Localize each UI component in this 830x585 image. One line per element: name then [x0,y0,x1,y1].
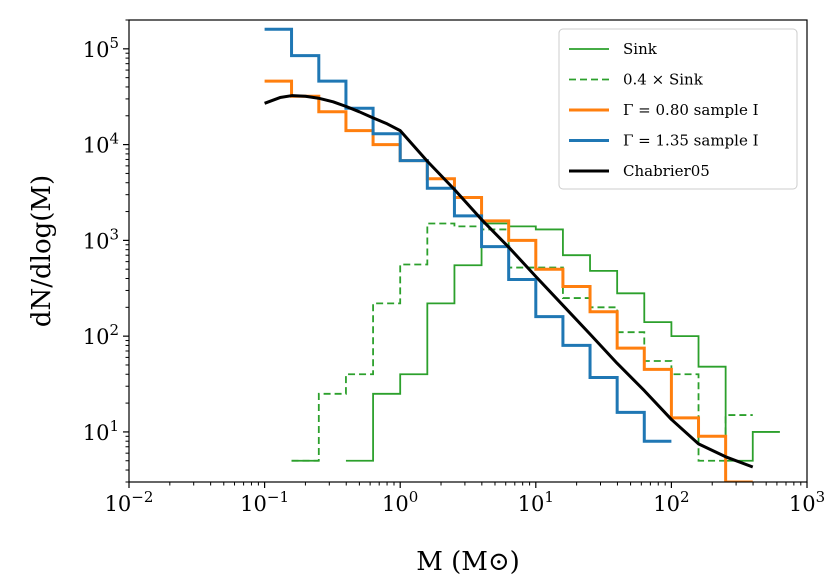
series-3-1-35-sample-i-line [264,27,672,443]
legend-box [558,28,798,190]
series-1-0-4-sink [291,222,753,462]
x-tick-label: 10−1 [240,488,289,516]
y-axis-label: dN/dlog(M) [27,175,57,327]
series-4-chabrier05-line [264,94,754,469]
plot-frame [128,19,808,483]
axis-labels: M (M⊙) dN/dlog(M) [27,175,520,577]
x-tick-label: 101 [518,488,554,516]
legend-label: Γ = 1.35 sample I [623,132,759,150]
series-4-chabrier05 [264,94,754,469]
series-layer [264,27,780,482]
x-tick-label: 102 [653,488,689,516]
series-1-0-4-sink-line [291,222,753,462]
series-2-0-80-sample-i [264,79,753,482]
legend-label: Γ = 0.80 sample I [623,101,759,119]
x-axis-label: M (M⊙) [416,547,520,577]
legend-item: Γ = 1.35 sample I [569,132,759,150]
ticks-layer: 10−2 10−1 100 101 102 103 101 102 103 104 105 [83,19,825,516]
y-tick-label: 103 [83,225,119,253]
legend-item: 0.4 × Sink [569,71,704,89]
x-tick-label: 10−2 [105,488,154,516]
series-3-1-35-sample-i [264,27,672,443]
legend-label: 0.4 × Sink [623,71,704,89]
y-tick-label: 101 [83,417,119,445]
y-tick-label: 104 [83,130,119,158]
legend-item: Chabrier05 [569,162,710,180]
legend: Sink 0.4 × Sink Γ = 0.80 sample I Γ = 1.35 … [558,28,798,190]
legend-label: Chabrier05 [623,162,710,180]
x-tick-label: 103 [789,488,825,516]
series-2-0-80-sample-i-line [264,79,753,482]
x-tick-label: 100 [382,488,418,516]
legend-label: Sink [623,40,658,58]
legend-item: Sink [569,40,658,58]
y-tick-label: 105 [83,34,119,62]
legend-item: Γ = 0.80 sample I [569,101,759,119]
y-tick-label: 102 [83,321,119,349]
